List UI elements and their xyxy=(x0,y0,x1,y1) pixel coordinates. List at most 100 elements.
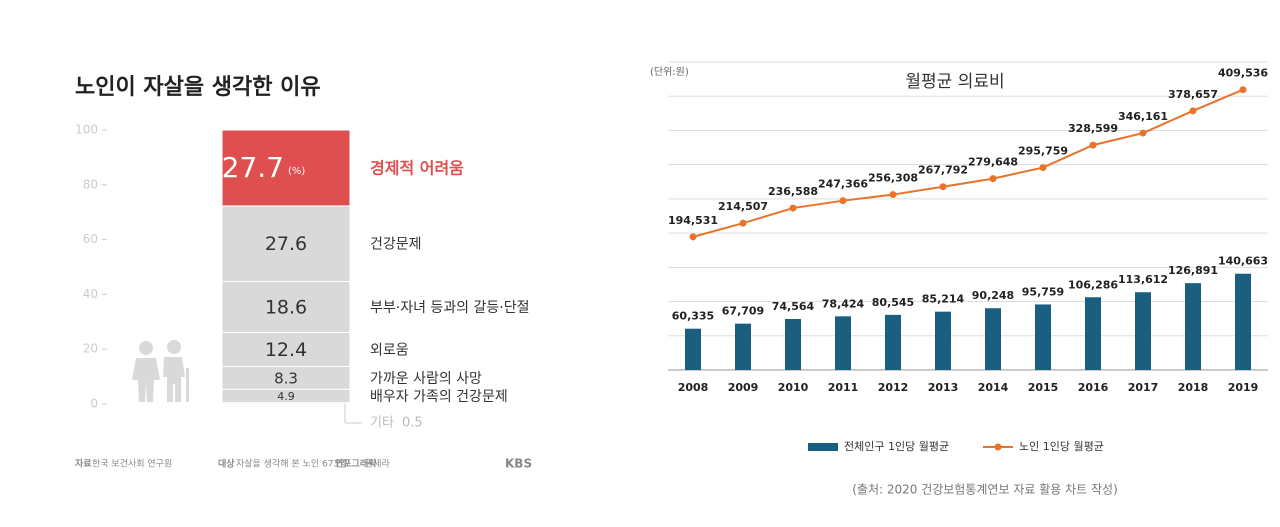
bar xyxy=(685,328,701,370)
chart-title: 노인이 자살을 생각한 이유 xyxy=(75,75,321,100)
x-tick-label: 2014 xyxy=(978,381,1009,394)
value-label: 78,424 xyxy=(822,297,865,310)
value-label: 346,161 xyxy=(1118,110,1168,123)
x-tick-label: 2018 xyxy=(1178,381,1209,394)
category-label: 건강문제 xyxy=(370,237,422,253)
value-label: 95,759 xyxy=(1022,285,1064,298)
value-label: 0.5 xyxy=(402,416,423,431)
value-label: 60,335 xyxy=(672,310,714,323)
footer-text: KBS xyxy=(505,457,532,471)
segment xyxy=(221,205,351,283)
x-tick-label: 2013 xyxy=(928,381,959,394)
value-label: 113,612 xyxy=(1118,273,1168,286)
y-tick-label: 40 xyxy=(83,287,98,301)
unit-label: (%) xyxy=(288,166,305,177)
footer-text: 대상 xyxy=(218,458,235,470)
point xyxy=(1039,164,1047,172)
footer-text: 한국 보건사회 연구원 xyxy=(92,459,172,470)
x-tick-label: 2019 xyxy=(1228,381,1259,394)
value-label: 328,599 xyxy=(1068,122,1118,135)
bar xyxy=(835,316,851,370)
bar xyxy=(785,318,801,370)
value-label: 74,564 xyxy=(772,300,815,313)
point xyxy=(989,175,997,183)
value-label: 4.9 xyxy=(277,390,295,403)
value-label: 214,507 xyxy=(718,200,768,213)
value-label: 90,248 xyxy=(972,289,1014,302)
value-label: 409,536 xyxy=(1218,67,1268,80)
x-tick-label: 2008 xyxy=(678,381,709,394)
bar xyxy=(985,308,1001,370)
bar xyxy=(1085,297,1101,370)
x-tick-label: 2011 xyxy=(828,381,859,394)
unit-note: (단위:원) xyxy=(650,65,689,78)
x-tick-label: 2016 xyxy=(1078,381,1109,394)
segment xyxy=(221,331,351,367)
point xyxy=(689,233,697,241)
value-label: 140,663 xyxy=(1218,255,1268,268)
point xyxy=(739,219,747,227)
bar xyxy=(1035,304,1051,370)
bar xyxy=(1235,273,1251,370)
value-label: 295,759 xyxy=(1018,145,1068,158)
x-tick-label: 2010 xyxy=(778,381,809,394)
value-label: 126,891 xyxy=(1168,264,1218,277)
bar xyxy=(885,314,901,370)
segment xyxy=(221,129,351,207)
value-label: 267,792 xyxy=(918,164,968,177)
line xyxy=(692,88,1244,238)
point xyxy=(789,204,797,212)
value-label: 27.6 xyxy=(265,233,307,255)
point xyxy=(839,197,847,205)
point xyxy=(939,183,947,191)
y-tick-label: 80 xyxy=(83,177,98,191)
bar xyxy=(1135,292,1151,370)
y-tick-label: 100 xyxy=(75,123,98,137)
value-label: 85,214 xyxy=(922,293,965,306)
source: (출처: 2020 건강보험통계연보 자료 활용 차트 작성) xyxy=(852,483,1118,497)
value-label: 18.6 xyxy=(265,297,307,319)
value-label: 80,545 xyxy=(872,296,914,309)
y-tick-label: 60 xyxy=(83,232,98,246)
x-tick-label: 2012 xyxy=(878,381,909,394)
value-label: 247,366 xyxy=(818,178,868,191)
y-tick-label: 20 xyxy=(83,342,98,356)
value-label: 8.3 xyxy=(274,369,298,387)
x-tick-label: 2017 xyxy=(1128,381,1159,394)
value-label: 194,531 xyxy=(668,214,718,227)
value-label: 378,657 xyxy=(1168,88,1218,101)
legend-swatch xyxy=(994,443,1002,451)
point xyxy=(1139,129,1147,137)
value-label: 27.7 xyxy=(222,151,284,184)
footer-text: 자살을 생각해 본 노인 673명 xyxy=(236,458,347,470)
category-label: 외로움 xyxy=(370,342,409,358)
point xyxy=(889,191,897,199)
legend-label: 노인 1인당 월평균 xyxy=(1019,440,1104,453)
value-label: 106,286 xyxy=(1068,278,1118,291)
bar xyxy=(735,323,751,370)
segment xyxy=(221,281,351,333)
bar xyxy=(1185,283,1201,370)
footer-text: 자료 xyxy=(75,458,92,470)
value-label: 236,588 xyxy=(768,185,818,198)
category-label: 기타 xyxy=(370,416,394,431)
category-label: 경제적 어려움 xyxy=(370,158,464,177)
value-label: 12.4 xyxy=(265,339,307,361)
legend-swatch xyxy=(808,443,838,451)
point xyxy=(1189,107,1197,115)
elderly-icon xyxy=(132,340,189,402)
footer-text: 인포그래픽 xyxy=(335,458,376,470)
value-label: 67,709 xyxy=(722,305,764,318)
bar xyxy=(935,311,951,370)
category-label: 배우자 가족의 건강문제 xyxy=(370,389,508,405)
chart-title: 월평균 의료비 xyxy=(905,72,1004,92)
point xyxy=(1239,86,1247,94)
value-label: 279,648 xyxy=(968,156,1018,169)
y-tick-label: 0 xyxy=(90,397,98,411)
point xyxy=(1089,141,1097,149)
value-label: 256,308 xyxy=(868,172,918,185)
x-tick-label: 2009 xyxy=(728,381,759,394)
category-label: 가까운 사람의 사망 xyxy=(370,371,482,387)
category-label: 부부·자녀 등과의 갈등·단절 xyxy=(370,300,529,316)
